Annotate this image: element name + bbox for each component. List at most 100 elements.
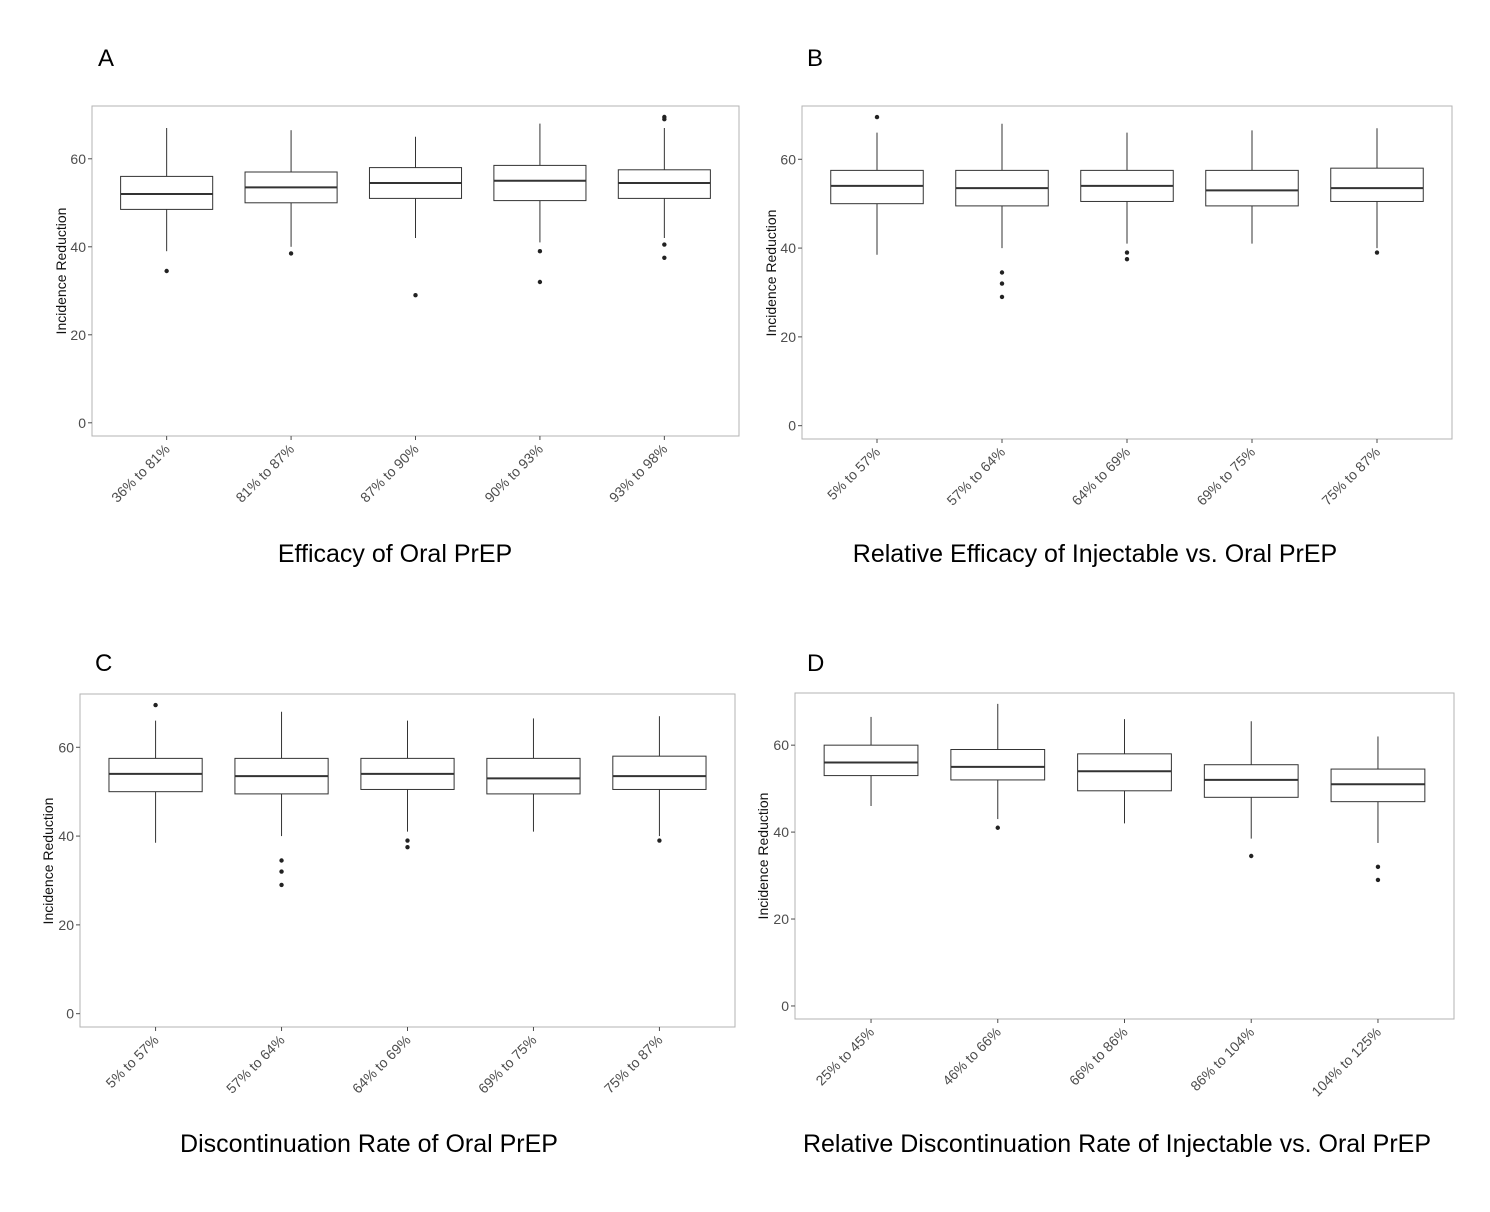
x-tick-label: 75% to 87%: [1318, 444, 1383, 509]
panel-caption: Relative Discontinuation Rate of Injecta…: [803, 1130, 1431, 1158]
x-tick-label: 66% to 86%: [1066, 1024, 1131, 1089]
x-tick-label: 5% to 57%: [824, 444, 883, 503]
x-tick-label: 64% to 69%: [349, 1032, 414, 1097]
outlier-point: [662, 117, 667, 122]
boxplot: [486, 718, 581, 832]
boxplot: [823, 716, 919, 807]
outlier-point: [288, 251, 294, 256]
outlier-point: [999, 294, 1005, 300]
y-axis-label: Incidence Reduction: [763, 210, 779, 337]
x-tick-label: 36% to 81%: [108, 441, 173, 506]
x-tick-label: 5% to 57%: [103, 1032, 162, 1091]
panel-caption: Discontinuation Rate of Oral PrEP: [180, 1130, 558, 1158]
x-tick-label: 64% to 69%: [1068, 444, 1133, 509]
panel-b: B Incidence Reduction 0 20 40 60 5% to 57% 5…: [763, 45, 1453, 568]
boxplot: [1330, 736, 1426, 883]
outlier-point: [662, 242, 667, 247]
boxplot: [1203, 721, 1299, 859]
boxplot: [1330, 128, 1424, 255]
panel-caption: Relative Efficacy of Injectable vs. Oral…: [853, 540, 1337, 568]
box: [493, 164, 587, 202]
boxplot: [244, 130, 338, 256]
panel-label: A: [98, 45, 114, 72]
panel-a: A Incidence Reduction 0 20 40 60 36% to 81%…: [53, 45, 740, 568]
box: [486, 757, 581, 795]
outlier-point: [1124, 250, 1130, 255]
panel-d: D Incidence Reduction 0 20 40 60 25% to 45%…: [755, 650, 1455, 1158]
y-tick-label: 20: [58, 917, 74, 933]
boxplot: [612, 716, 707, 843]
x-axis-ticks: 5% to 57% 57% to 64% 64% to 69% 69% to 75% 7…: [103, 1027, 666, 1097]
boxplots: [823, 703, 1426, 883]
box: [120, 175, 214, 210]
y-tick-label: 40: [70, 239, 86, 255]
outlier-point: [405, 844, 410, 850]
y-tick-label: 0: [66, 1006, 74, 1022]
box: [617, 169, 711, 199]
boxplots: [120, 114, 711, 298]
boxplot: [234, 711, 329, 888]
y-tick-label: 60: [58, 739, 74, 755]
outlier-point: [1249, 853, 1254, 859]
x-tick-label: 93% to 98%: [606, 441, 671, 506]
outlier-point: [413, 293, 418, 298]
x-axis-ticks: 36% to 81% 81% to 87% 87% to 90% 90% to 93%…: [108, 436, 670, 506]
y-axis-label: Incidence Reduction: [53, 208, 69, 335]
y-axis-ticks: 0 20 40 60: [773, 737, 795, 1014]
box: [823, 744, 919, 777]
x-tick-label: 75% to 87%: [601, 1032, 666, 1097]
x-tick-label: 86% to 104%: [1187, 1024, 1257, 1094]
boxplot: [120, 128, 214, 274]
y-tick-label: 20: [780, 329, 796, 345]
boxplot: [493, 123, 587, 285]
y-axis-ticks: 0 20 40 60: [70, 151, 92, 431]
outlier-point: [662, 255, 667, 260]
outlier-point: [1375, 877, 1381, 883]
boxplot: [830, 114, 924, 255]
y-axis-ticks: 0 20 40 60: [58, 739, 80, 1022]
boxplot: [1205, 130, 1299, 244]
outlier-point: [1374, 250, 1380, 255]
boxplot: [360, 720, 455, 850]
outlier-point: [995, 825, 1000, 830]
x-axis-ticks: 25% to 45% 46% to 66% 66% to 86% 86% to 104…: [812, 1019, 1384, 1100]
outlier-point: [999, 281, 1005, 286]
y-tick-label: 20: [70, 327, 86, 343]
outlier-point: [874, 114, 880, 120]
box: [950, 749, 1046, 781]
y-tick-label: 40: [780, 240, 796, 256]
x-tick-label: 57% to 64%: [943, 444, 1008, 509]
y-axis-label: Incidence Reduction: [40, 798, 56, 925]
panel-label: B: [807, 45, 823, 72]
boxplot: [368, 136, 463, 298]
y-tick-label: 40: [773, 824, 789, 840]
boxplot: [1077, 719, 1172, 824]
x-tick-label: 81% to 87%: [232, 441, 297, 506]
x-tick-label: 25% to 45%: [812, 1024, 877, 1089]
x-tick-label: 46% to 66%: [939, 1024, 1004, 1089]
box: [1330, 167, 1424, 202]
x-tick-label: 69% to 75%: [1193, 444, 1258, 509]
outlier-point: [537, 249, 543, 254]
panel-label: D: [807, 650, 824, 677]
y-tick-label: 0: [781, 998, 789, 1014]
outlier-point: [279, 858, 284, 863]
y-tick-label: 60: [773, 737, 789, 753]
box: [1203, 764, 1299, 798]
y-tick-label: 60: [780, 151, 796, 167]
x-tick-label: 87% to 90%: [357, 441, 422, 506]
boxplot: [950, 703, 1046, 830]
y-tick-label: 60: [70, 151, 86, 167]
boxplots: [108, 702, 707, 888]
x-tick-label: 69% to 75%: [475, 1032, 540, 1097]
box: [1330, 768, 1426, 803]
y-tick-label: 0: [788, 418, 796, 434]
panel-caption: Efficacy of Oral PrEP: [278, 540, 512, 568]
outlier-point: [1375, 864, 1381, 870]
outlier-point: [153, 702, 158, 708]
box: [1077, 753, 1172, 792]
box: [1205, 169, 1299, 207]
x-tick-label: 57% to 64%: [223, 1032, 288, 1097]
outlier-point: [405, 838, 410, 843]
boxplot: [955, 123, 1049, 300]
